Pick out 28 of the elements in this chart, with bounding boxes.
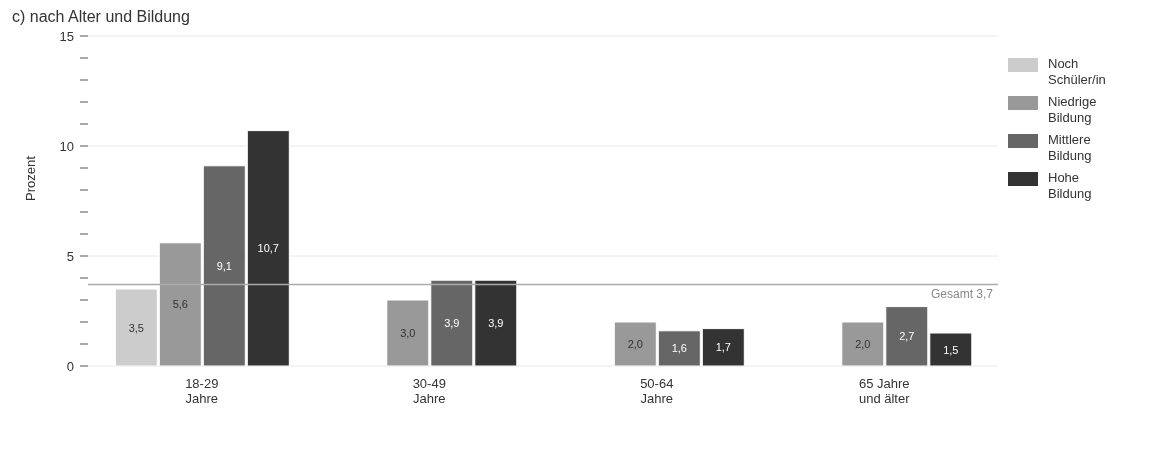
data-label: 3,9 — [444, 317, 460, 330]
data-label: 3,5 — [128, 321, 144, 334]
y-tick-label: 15 — [59, 29, 74, 44]
data-label: 2,0 — [627, 338, 643, 350]
data-label: 1,6 — [671, 342, 687, 355]
data-label: 3,9 — [488, 317, 504, 330]
data-label: 3,0 — [400, 327, 416, 339]
data-label: 1,5 — [943, 343, 959, 356]
data-label: 9,1 — [216, 259, 232, 272]
data-label: 1,7 — [715, 341, 731, 354]
legend-label: Mittlere Bildung — [1048, 132, 1093, 164]
legend-label: Hohe Bildung — [1048, 170, 1093, 202]
x-tick-label: 18-29 Jahre — [185, 376, 219, 406]
legend-label: Noch Schüler/in — [1048, 56, 1107, 88]
ref-line-label: Gesamt 3,7 — [930, 287, 994, 302]
y-axis-title: Prozent — [22, 155, 38, 201]
data-label: 10,7 — [257, 242, 280, 255]
x-tick-label: 65 Jahre und älter — [858, 376, 911, 406]
data-label: 2,0 — [855, 338, 871, 350]
x-tick-label: 30-49 Jahre — [412, 376, 446, 406]
x-tick-label: 50-64 Jahre — [640, 376, 674, 406]
data-label: 5,6 — [172, 298, 188, 311]
legend-label: Niedrige Bildung — [1048, 94, 1098, 126]
chart-title: c) nach Alter und Bildung — [12, 8, 191, 26]
y-tick-label: 10 — [59, 139, 74, 154]
y-tick-label: 5 — [66, 249, 74, 264]
y-tick-label: 0 — [66, 359, 74, 374]
data-label: 2,7 — [899, 330, 915, 343]
